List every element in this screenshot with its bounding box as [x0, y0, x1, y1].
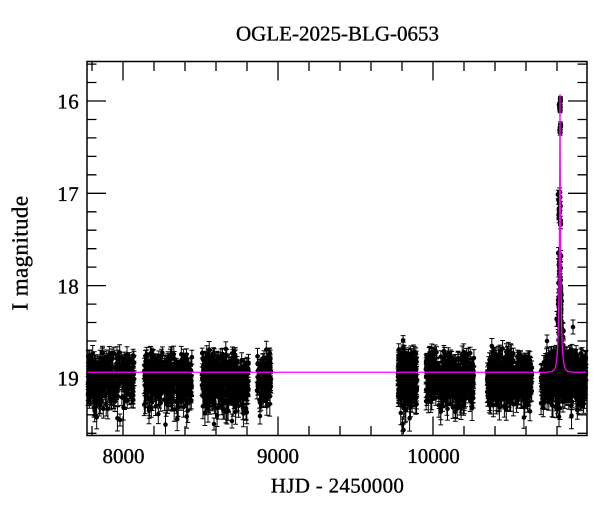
- svg-text:HJD - 2450000: HJD - 2450000: [271, 474, 404, 498]
- svg-text:8000: 8000: [103, 444, 145, 468]
- svg-text:16: 16: [57, 90, 79, 114]
- svg-text:18: 18: [57, 274, 79, 298]
- svg-text:I magnitude: I magnitude: [8, 196, 33, 311]
- svg-text:17: 17: [57, 182, 79, 206]
- svg-text:OGLE-2025-BLG-0653: OGLE-2025-BLG-0653: [236, 22, 439, 46]
- svg-text:19: 19: [57, 367, 79, 391]
- svg-text:10000: 10000: [407, 444, 460, 468]
- svg-text:9000: 9000: [257, 444, 299, 468]
